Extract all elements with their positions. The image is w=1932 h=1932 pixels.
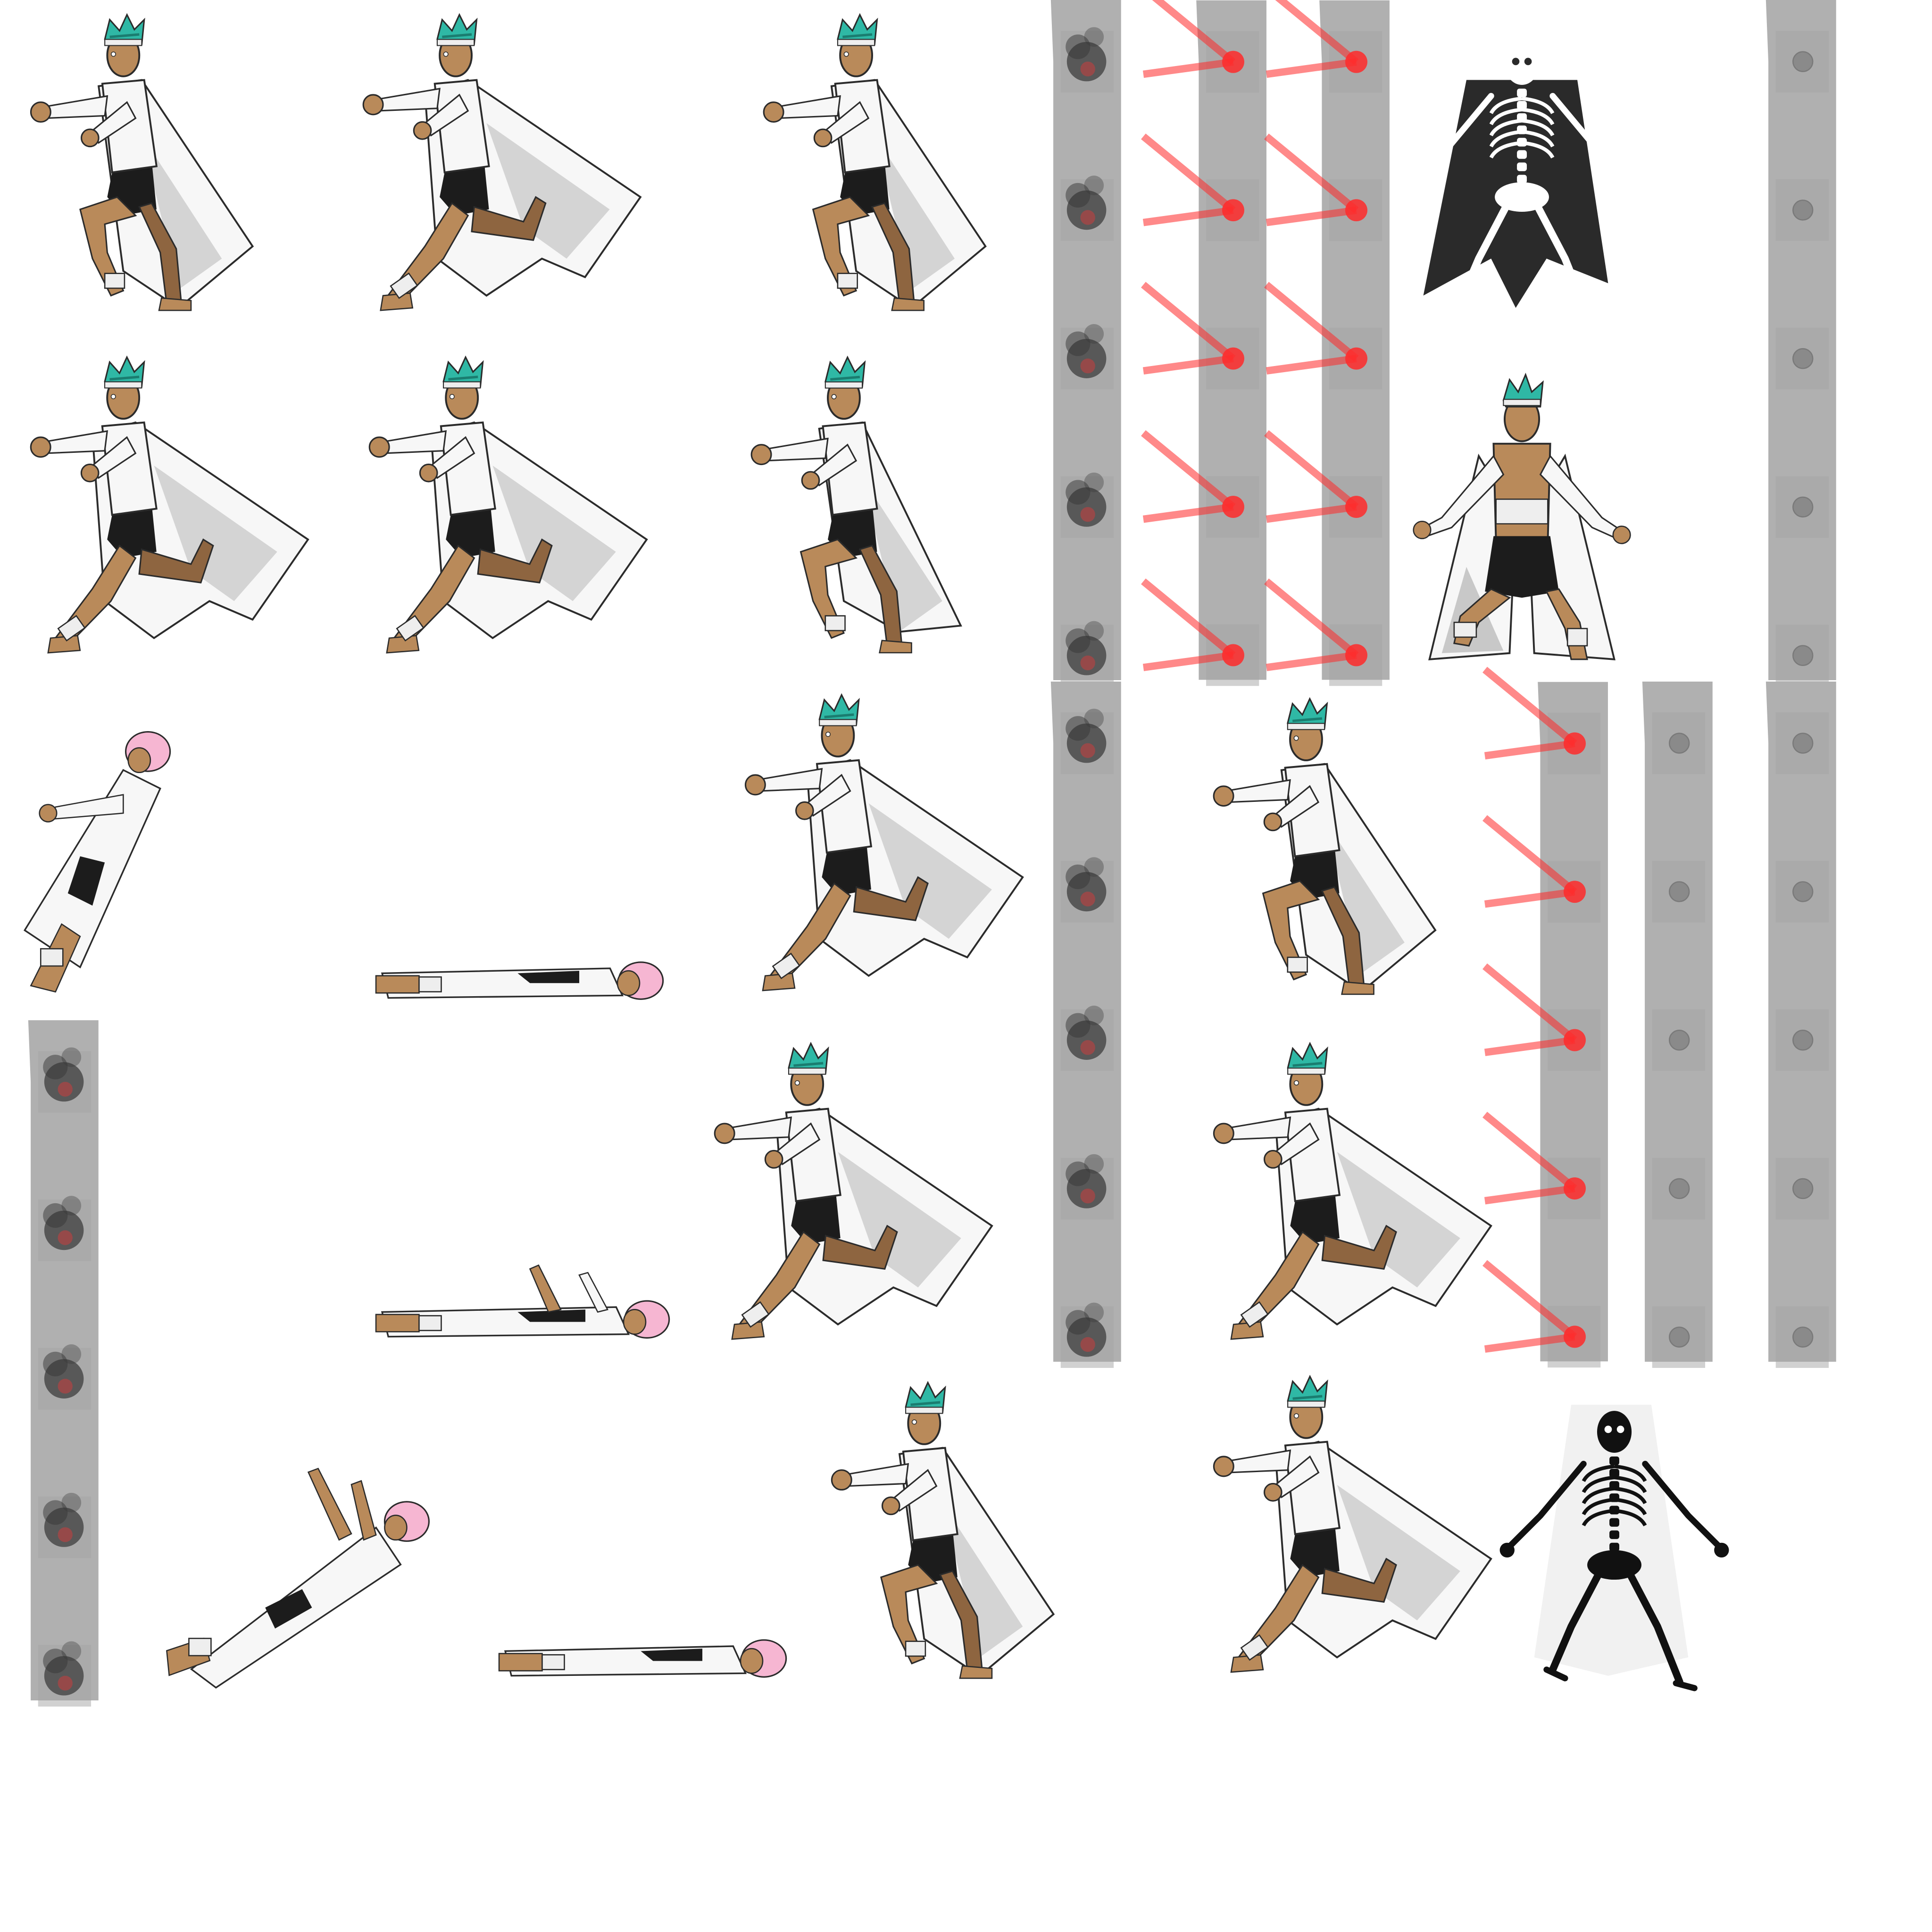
wall-smoke-2 — [1050, 682, 1121, 1368]
runner-frame-2 — [362, 13, 642, 311]
fallen-frame-4 — [166, 1467, 430, 1689]
runner-frame-1 — [30, 13, 254, 311]
fallen-frame-3 — [375, 1264, 670, 1339]
xray-skeleton-light — [1499, 1405, 1729, 1691]
wall-idle-2 — [1642, 682, 1713, 1368]
electrocuted-pose — [1413, 373, 1631, 660]
wall-laser-1 — [1141, 0, 1266, 686]
fallen-frame-5 — [498, 1639, 787, 1678]
wall-idle-1 — [1765, 0, 1836, 687]
wall-laser-2 — [1264, 0, 1390, 686]
wall-laser-3 — [1482, 666, 1608, 1368]
wall-smoke-1 — [1050, 0, 1121, 687]
runner-frame-10 — [1213, 1041, 1492, 1340]
runner-frame-4 — [30, 355, 309, 654]
runner-frame-12 — [1213, 1374, 1492, 1673]
runner-frame-5 — [368, 355, 648, 654]
runner-frame-6 — [750, 355, 962, 654]
wall-idle-3 — [1765, 682, 1836, 1368]
fallen-frame-1 — [23, 731, 171, 993]
xray-skeleton-dark — [1407, 43, 1637, 324]
wall-smoke-3 — [28, 1020, 99, 1707]
runner-frame-7 — [744, 693, 1024, 991]
runner-frame-3 — [763, 13, 987, 311]
fallen-frame-2 — [375, 961, 664, 1000]
runner-frame-8 — [1213, 697, 1437, 995]
runner-frame-11 — [831, 1381, 1055, 1679]
runner-frame-9 — [714, 1041, 993, 1340]
